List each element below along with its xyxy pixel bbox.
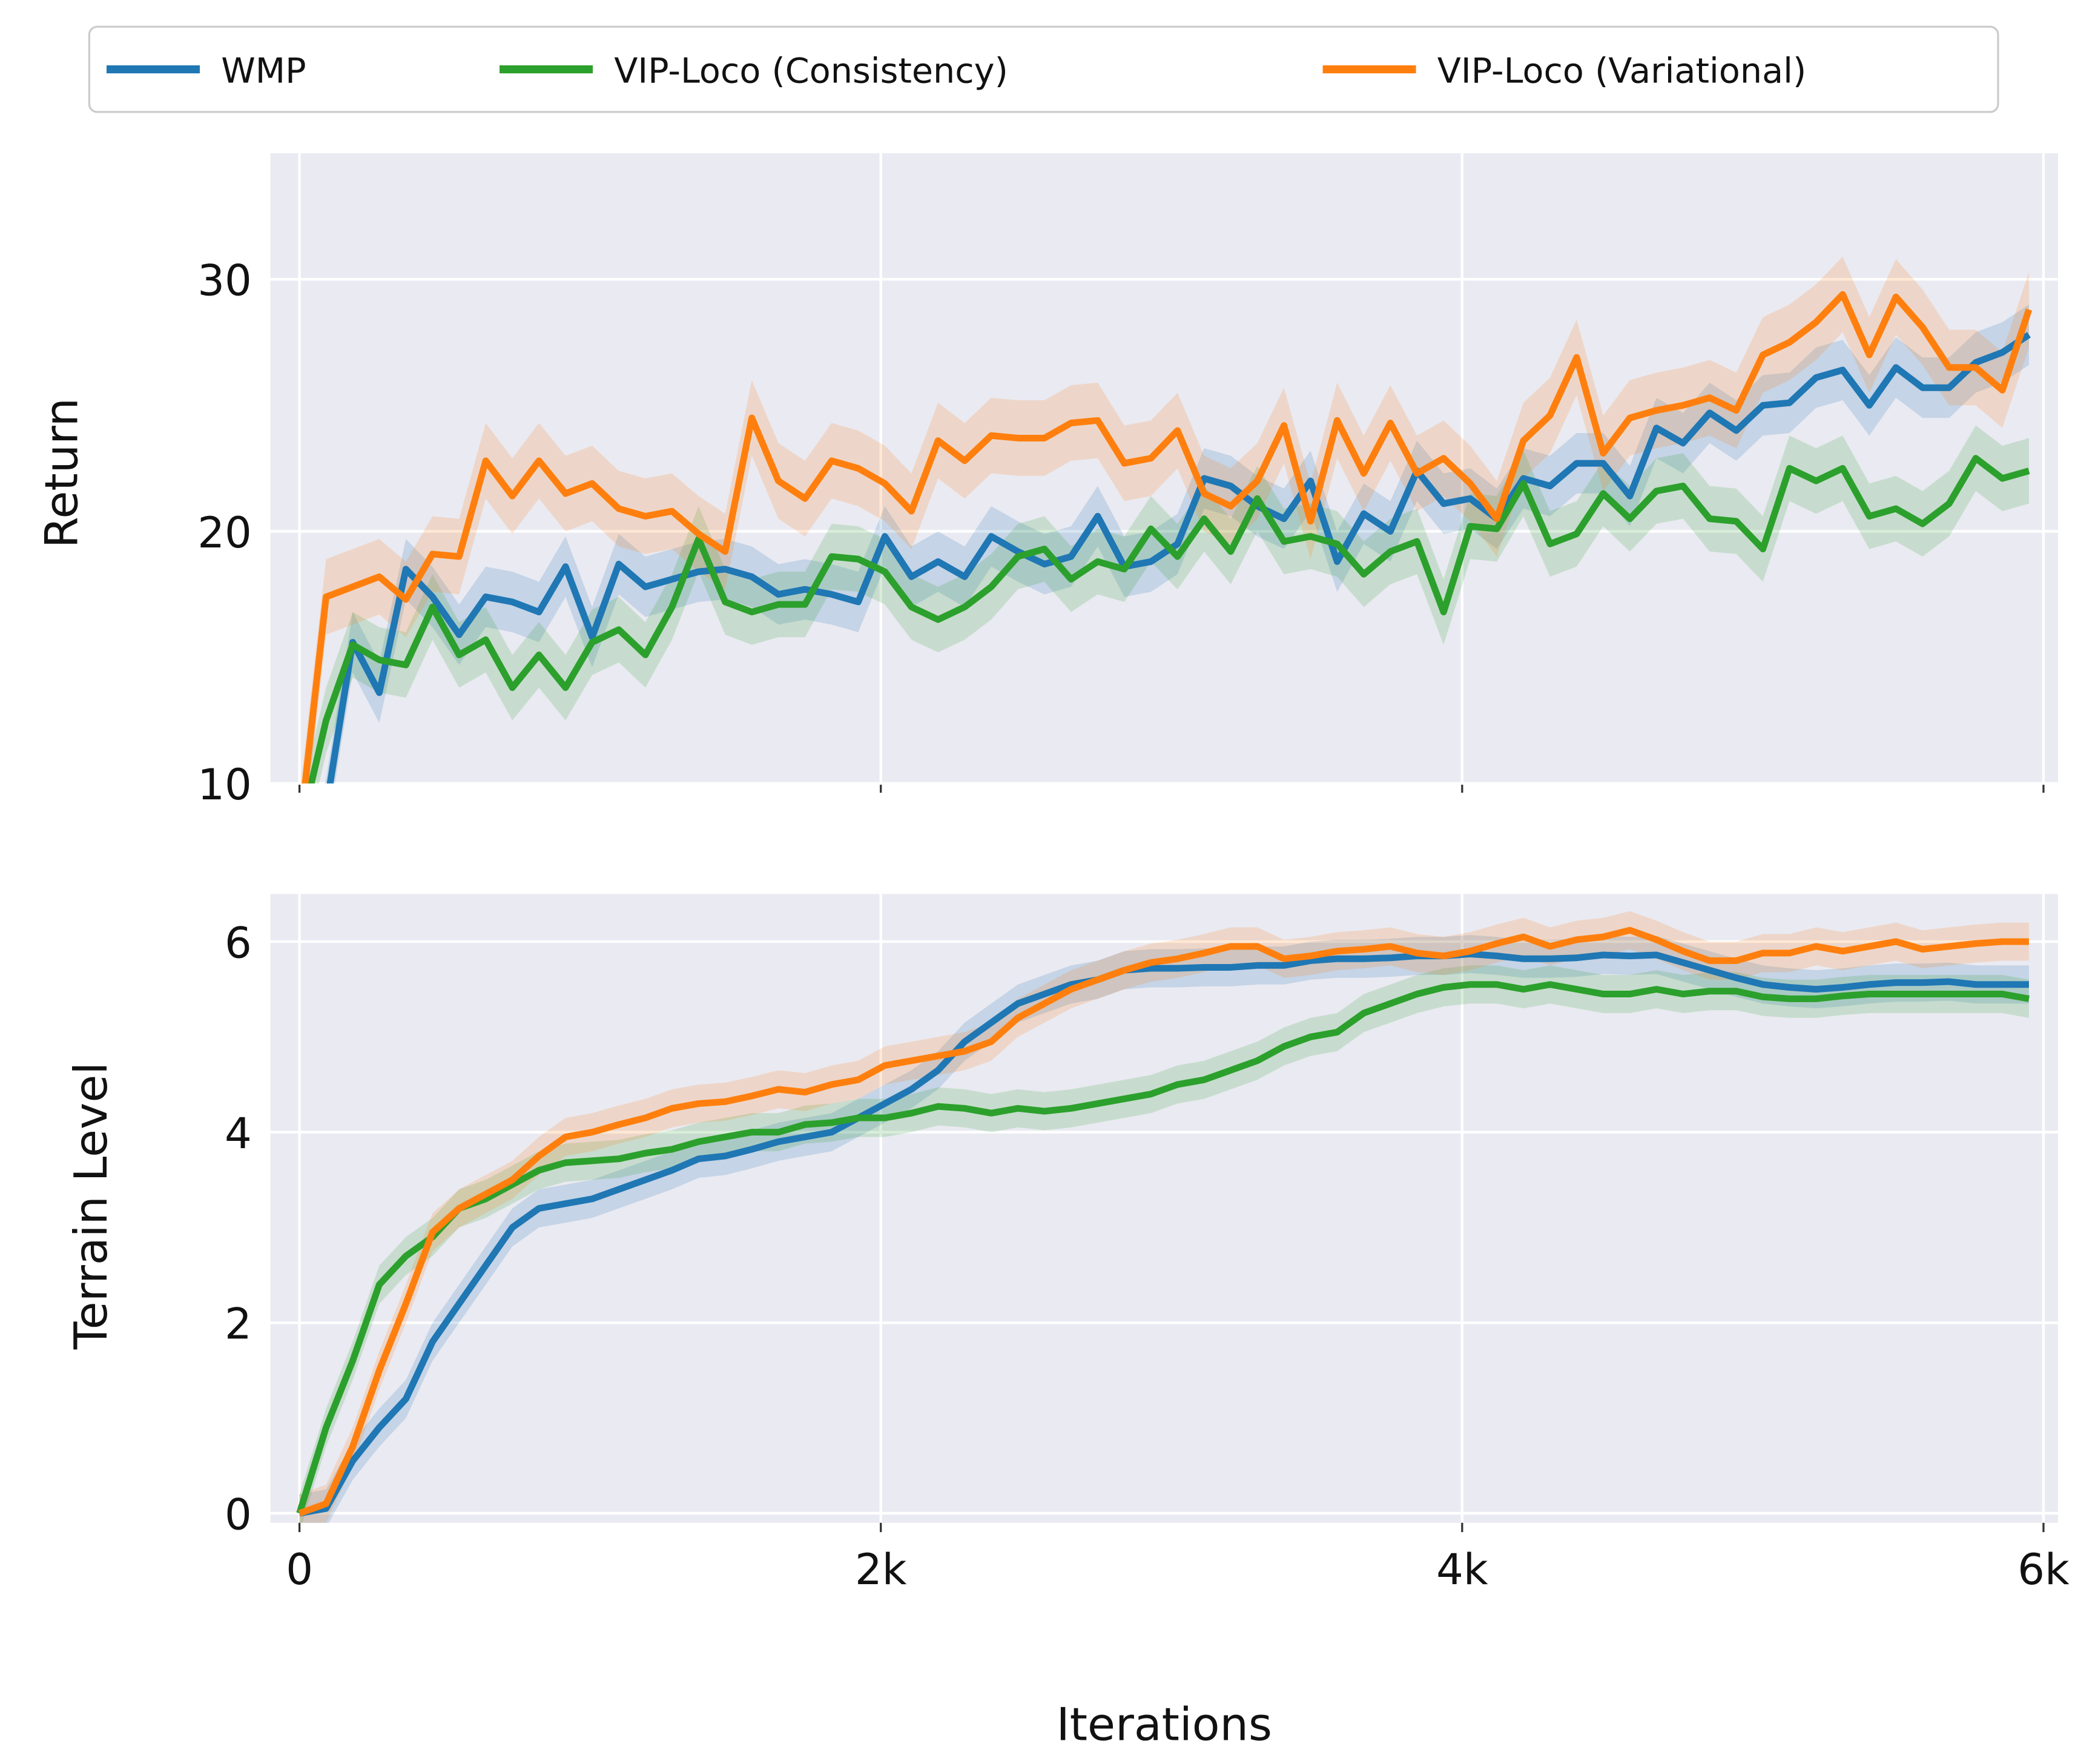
series-line-vip-loco-variational-	[298, 927, 2029, 1517]
terrain-level-plot: 0 2k 4k 6k 0 2 4 6	[225, 894, 2070, 1594]
legend: WMP VIP-Loco (Consistency) VIP-Loco (Var…	[88, 25, 1999, 113]
legend-label-variational: VIP-Loco (Variational)	[1437, 51, 1807, 91]
y-tick-label: 10	[197, 760, 252, 810]
legend-frame	[88, 25, 1999, 113]
x-tick-label: 4k	[1436, 1545, 1488, 1594]
y-tick-label: 30	[197, 256, 252, 306]
series-line-wmp	[326, 332, 2031, 784]
series-band	[300, 256, 2029, 784]
x-tick-label: 0	[286, 1545, 313, 1594]
series-line-vip-loco-variational-	[302, 291, 2033, 784]
y-tick-label: 4	[225, 1109, 252, 1158]
series-line-vip-loco-consistency-	[296, 981, 2030, 1515]
series-line-vip-loco-consistency-	[308, 455, 2030, 784]
return-plot: 10 20 30	[197, 153, 2059, 810]
return-ylabel: Return	[36, 398, 88, 548]
legend-label-wmp: WMP	[221, 51, 306, 91]
y-tick-label: 20	[197, 508, 252, 558]
x-tick-label: 6k	[2017, 1545, 2070, 1594]
series-band	[299, 965, 2029, 1523]
series-band	[303, 425, 2029, 784]
legend-label-consistency: VIP-Loco (Consistency)	[614, 51, 1008, 91]
terrain-ylabel: Terrain Level	[65, 1062, 117, 1350]
y-tick-label: 2	[225, 1300, 252, 1349]
series-line-wmp	[299, 950, 2029, 1517]
x-axis-label: Iterations	[1057, 1698, 1272, 1751]
x-tick-label: 2k	[855, 1545, 907, 1594]
y-tick-label: 0	[225, 1490, 252, 1539]
y-tick-label: 6	[225, 918, 252, 968]
